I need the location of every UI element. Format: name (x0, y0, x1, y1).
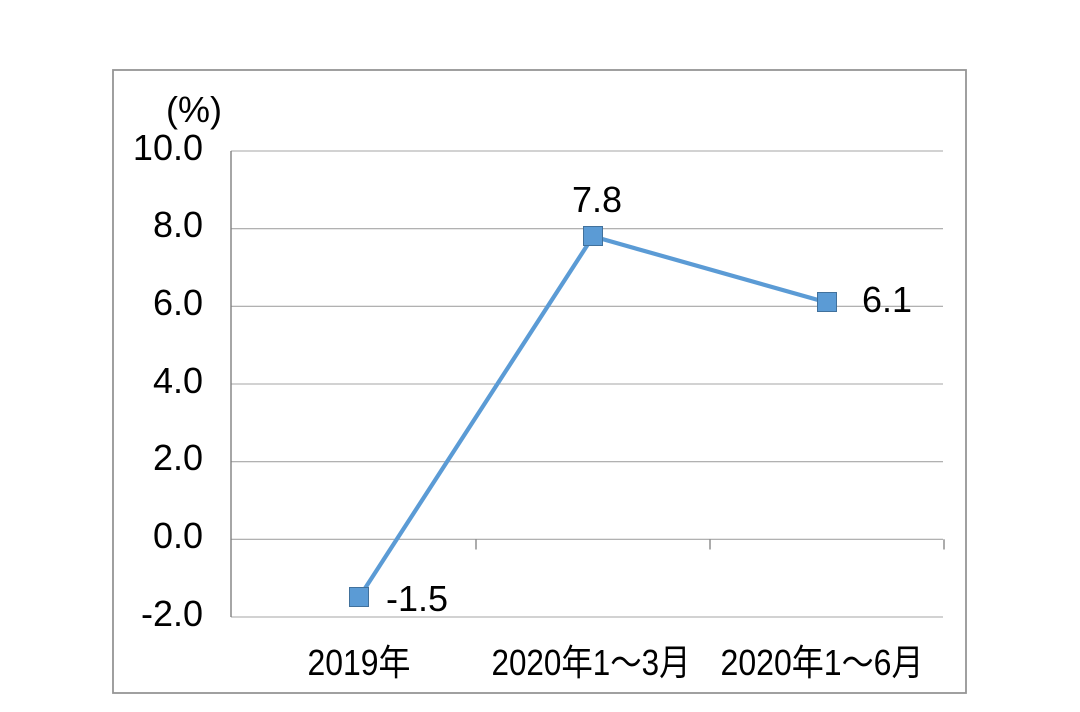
svg-text:2.0: 2.0 (153, 437, 203, 478)
svg-text:6.1: 6.1 (862, 279, 912, 320)
svg-text:-2.0: -2.0 (141, 593, 203, 634)
svg-text:7.8: 7.8 (572, 179, 622, 220)
svg-text:-1.5: -1.5 (386, 578, 448, 619)
svg-text:6.0: 6.0 (153, 282, 203, 323)
svg-text:(%): (%) (166, 89, 222, 130)
svg-text:2020年1～6月: 2020年1～6月 (721, 642, 924, 683)
svg-text:2020年1～3月: 2020年1～3月 (492, 642, 691, 683)
svg-text:10.0: 10.0 (133, 127, 203, 168)
svg-text:4.0: 4.0 (153, 360, 203, 401)
svg-text:8.0: 8.0 (153, 204, 203, 245)
svg-text:0.0: 0.0 (153, 515, 203, 556)
svg-text:2019年: 2019年 (308, 642, 411, 683)
